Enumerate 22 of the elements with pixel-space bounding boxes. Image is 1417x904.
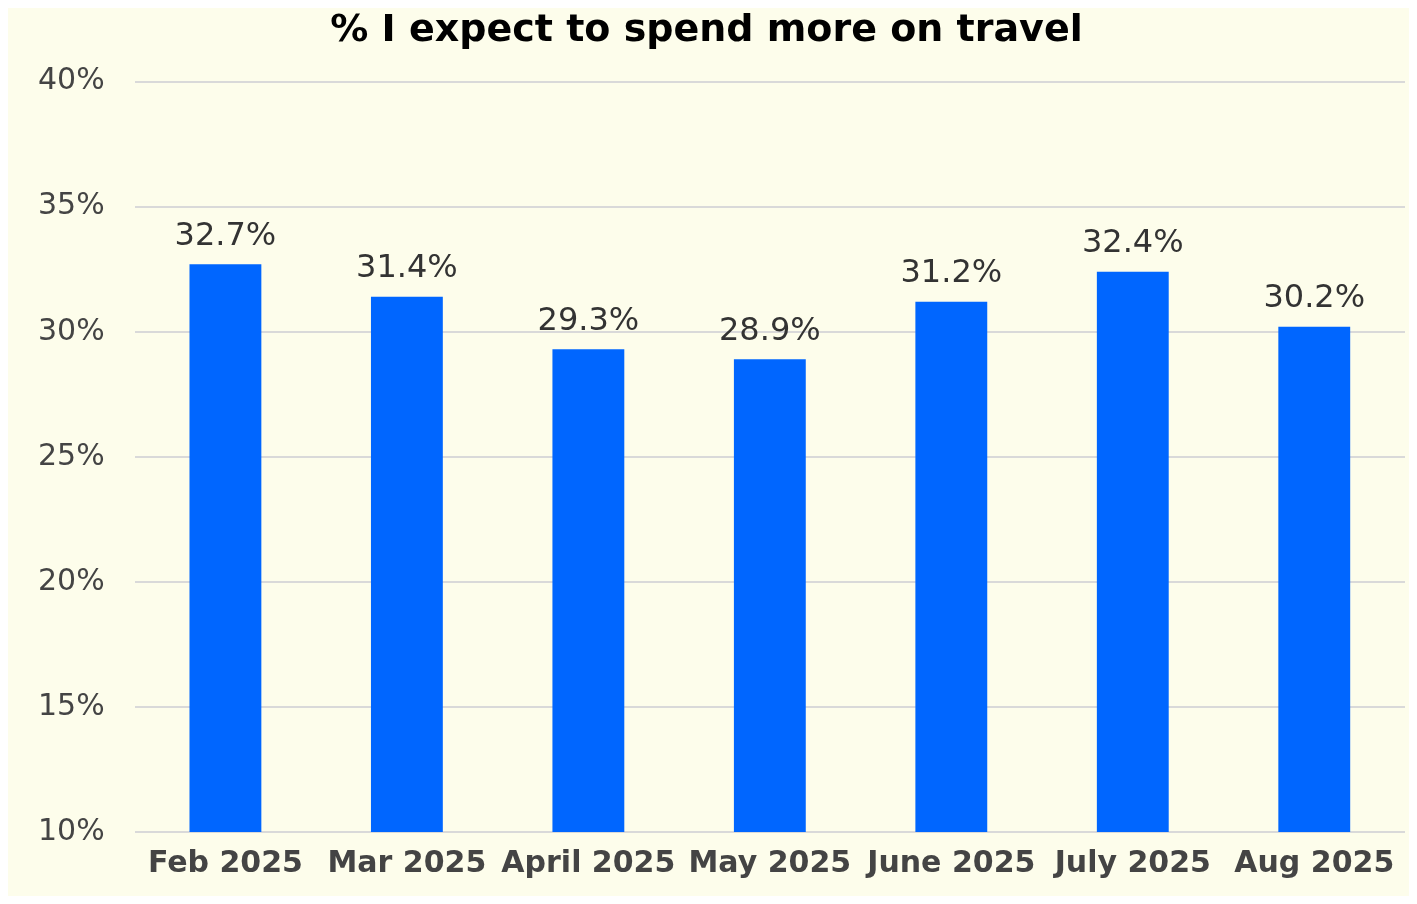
- data-label: 31.2%: [900, 252, 1003, 291]
- data-label: 29.3%: [537, 299, 640, 338]
- data-label: 30.2%: [1263, 277, 1366, 316]
- x-tick-label: Mar 2025: [327, 843, 487, 879]
- y-tick-label: 15%: [37, 686, 105, 722]
- chart-title: % I expect to spend more on travel: [330, 5, 1083, 50]
- y-tick-label: 35%: [37, 186, 105, 222]
- y-tick-label: 30%: [37, 311, 105, 347]
- x-tick-label: June 2025: [865, 843, 1036, 879]
- x-tick-label: Aug 2025: [1234, 843, 1395, 879]
- y-tick-label: 40%: [37, 61, 105, 97]
- data-label: 32.4%: [1081, 222, 1184, 261]
- data-label: 31.4%: [356, 247, 458, 286]
- x-tick-label: Feb 2025: [147, 843, 303, 879]
- y-tick-label: 10%: [37, 811, 105, 847]
- y-tick-label: 25%: [37, 436, 105, 472]
- x-tick-label: May 2025: [688, 843, 852, 879]
- x-tick-label: July 2025: [1052, 843, 1211, 879]
- y-tick-label: 20%: [37, 561, 105, 597]
- data-label: 28.9%: [719, 309, 821, 348]
- x-tick-label: April 2025: [501, 843, 676, 879]
- data-label: 32.7%: [174, 214, 277, 253]
